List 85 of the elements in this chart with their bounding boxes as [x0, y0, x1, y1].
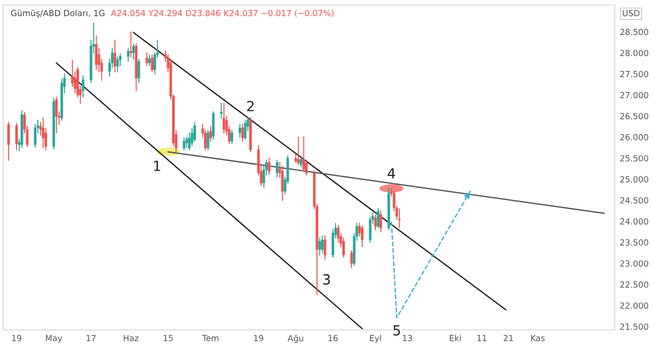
- candlestick: [130, 31, 132, 58]
- candlestick: [116, 56, 119, 72]
- y-tick-label: 28.000: [620, 50, 648, 56]
- candlestick: [376, 208, 380, 228]
- candlestick: [126, 48, 130, 62]
- x-tick-label: Eki: [450, 334, 461, 342]
- candlestick: [324, 236, 326, 260]
- candlestick: [230, 130, 234, 144]
- candlestick: [132, 44, 135, 60]
- x-tick-label: Tem: [202, 335, 218, 342]
- x-tick-label: 21: [504, 334, 513, 342]
- y-tick-label: 24.500: [620, 197, 648, 204]
- annotation: 4: [388, 168, 396, 178]
- x-tick-label: 16: [328, 334, 338, 342]
- y-tick-label: 23.500: [620, 239, 648, 246]
- candlestick: [350, 250, 353, 268]
- y-tick-label: 27.000: [620, 92, 648, 98]
- annotation: 2: [247, 100, 254, 112]
- x-tick-label: 19: [254, 334, 264, 342]
- candlestick: [185, 136, 188, 148]
- candlestick: [206, 130, 210, 150]
- candlestick: [212, 111, 215, 140]
- candlestick: [146, 52, 148, 66]
- y-tick-label: 25.500: [620, 155, 648, 162]
- candlestick: [148, 54, 151, 66]
- candlestick: [398, 208, 401, 228]
- y-tick-label: 28.500: [620, 28, 648, 36]
- candlestick: [15, 123, 18, 150]
- x-tick-label: 13: [403, 334, 412, 342]
- x-tick-label: 17: [86, 335, 96, 342]
- candlestick: [138, 58, 140, 83]
- candlestick: [220, 102, 223, 119]
- y-tick-label: 24.000: [620, 218, 648, 225]
- candlestick: [209, 126, 212, 142]
- candlestick: [244, 120, 246, 140]
- candlestick: [182, 137, 186, 150]
- x-tick-label: Kas: [531, 335, 545, 342]
- y-tick-label: 21.500: [620, 324, 648, 330]
- candlestick: [336, 225, 340, 243]
- x-tick-label: 11: [477, 335, 486, 342]
- y-tick-label: 23.000: [620, 260, 648, 267]
- candlestick: [150, 54, 154, 72]
- y-tick-label: 27.500: [620, 70, 648, 78]
- x-tick-label: Ağu: [288, 334, 304, 344]
- candlestick: [318, 238, 321, 256]
- candlestick: [193, 122, 196, 142]
- x-tick-label: Eyl: [370, 334, 381, 343]
- candlestick: [241, 124, 244, 142]
- candlestick: [374, 214, 377, 230]
- candlestick: [188, 132, 191, 150]
- x-tick-label: Haz: [124, 335, 138, 342]
- candlestick: [42, 118, 44, 148]
- annotation: 5: [393, 325, 400, 336]
- x-tick-label: May: [46, 335, 62, 343]
- y-tick-label: 26.000: [620, 134, 648, 140]
- candlestick: [82, 76, 84, 98]
- y-tick-label: 25.000: [620, 176, 648, 182]
- y-tick-label: 22.000: [620, 302, 648, 309]
- candlestick: [321, 236, 324, 254]
- candlestick: [368, 216, 372, 243]
- candlestick: [7, 122, 10, 161]
- candlestick: [360, 225, 364, 248]
- candlestick: [95, 36, 98, 70]
- y-tick-label: 26.500: [620, 113, 648, 120]
- candlestick: [34, 124, 36, 148]
- candlestick: [380, 210, 382, 232]
- candlestick: [222, 102, 226, 134]
- candlestick: [302, 136, 305, 172]
- candlestick: [114, 40, 116, 72]
- y-tick-label: 22.500: [620, 281, 648, 288]
- candlestick: [342, 238, 345, 258]
- candlestick: [268, 158, 270, 175]
- text: A24.054 Y24.294 D23.846 K24.037 −0.017 (−0.07%): [110, 10, 334, 18]
- x-tick-label: 19: [12, 334, 22, 342]
- annotation: 3: [323, 274, 330, 285]
- x-tick-label: 15: [164, 335, 173, 342]
- candlestick: [300, 156, 302, 168]
- candlestick: [297, 136, 300, 165]
- candlestick: [55, 96, 58, 134]
- candlestick: [281, 166, 284, 201]
- text: Gümüş/ABD Doları, 1G: [11, 10, 104, 18]
- annotation: 1: [154, 160, 160, 171]
- y-axis-title: USD: [622, 10, 640, 16]
- candlestick: [276, 160, 278, 178]
- candlestick: [238, 124, 242, 138]
